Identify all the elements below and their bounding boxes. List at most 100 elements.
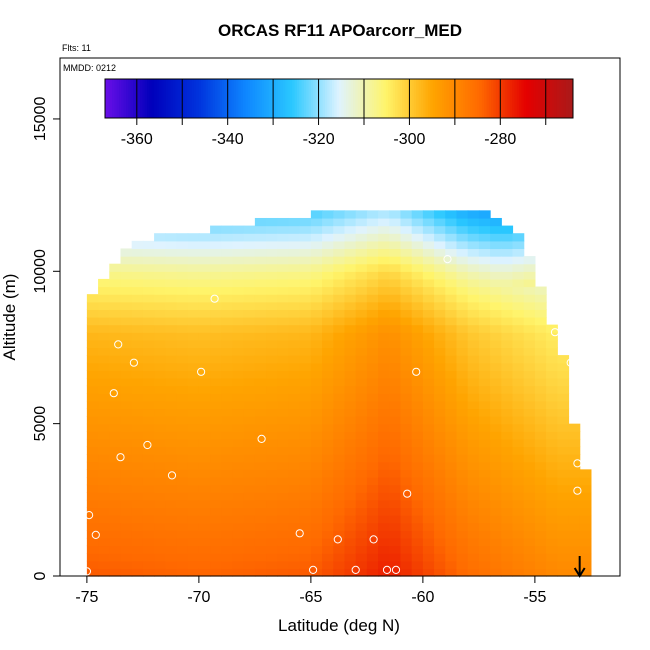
heatmap-cell xyxy=(243,476,256,486)
sample-point xyxy=(499,209,508,218)
heatmap-cell xyxy=(198,454,211,463)
colorbar-segment xyxy=(432,79,436,118)
heatmap-cell xyxy=(221,492,234,501)
heatmap-cell xyxy=(333,408,346,417)
heatmap-cell xyxy=(288,309,301,318)
heatmap-cell xyxy=(210,370,222,379)
heatmap-cell xyxy=(344,217,357,227)
heatmap-cell xyxy=(142,446,155,455)
heatmap-cell xyxy=(389,256,402,265)
heatmap-cell xyxy=(523,263,536,272)
heatmap-cell xyxy=(310,286,323,295)
heatmap-cell xyxy=(389,370,402,379)
colorbar-segment xyxy=(121,79,125,118)
heatmap-cell xyxy=(232,339,245,349)
heatmap-cell xyxy=(389,217,402,227)
heatmap-cell xyxy=(512,286,525,295)
heatmap-cell xyxy=(355,286,368,295)
colorbar-segment xyxy=(374,79,377,118)
heatmap-cell xyxy=(557,476,570,486)
heatmap-cell xyxy=(389,454,402,463)
heatmap-cell xyxy=(434,446,446,455)
heatmap-cell xyxy=(434,507,446,516)
colorbar-segment xyxy=(502,79,506,118)
heatmap-cell xyxy=(389,416,402,425)
heatmap-cell xyxy=(501,339,514,349)
heatmap-cell xyxy=(266,476,278,486)
colorbar-segment xyxy=(245,79,249,118)
heatmap-cell xyxy=(210,568,222,577)
heatmap-cell xyxy=(232,271,245,280)
y-tick-label: 10000 xyxy=(32,249,49,294)
y-axis-label: Altitude (m) xyxy=(0,274,19,361)
heatmap-cell xyxy=(344,484,357,493)
heatmap-cell xyxy=(411,347,424,356)
heatmap-cell xyxy=(445,507,458,516)
sample-point xyxy=(333,535,342,544)
heatmap-cell xyxy=(277,385,290,394)
heatmap-cell xyxy=(478,385,491,394)
heatmap-cell xyxy=(456,240,469,250)
heatmap-cell xyxy=(322,416,334,425)
heatmap-cell xyxy=(277,301,290,310)
heatmap-cell xyxy=(299,484,312,493)
heatmap-cell xyxy=(389,522,402,531)
heatmap-cell xyxy=(187,423,200,432)
heatmap-cell xyxy=(456,301,469,310)
heatmap-cell xyxy=(154,515,166,524)
colorbar-segment xyxy=(446,79,450,118)
heatmap-cell xyxy=(299,301,312,310)
heatmap-cell xyxy=(277,377,290,387)
heatmap-cell xyxy=(490,225,502,234)
heatmap-cell xyxy=(277,537,290,547)
heatmap-cell xyxy=(378,446,390,455)
heatmap-cell xyxy=(142,278,155,288)
heatmap-cell xyxy=(366,210,379,219)
heatmap-cell xyxy=(154,484,166,493)
heatmap-cell xyxy=(333,484,346,493)
heatmap-cell xyxy=(434,499,446,509)
heatmap-cell xyxy=(333,294,346,303)
heatmap-cell xyxy=(86,355,99,364)
heatmap-cell xyxy=(86,370,99,379)
heatmap-cell xyxy=(467,522,480,531)
heatmap-cell xyxy=(411,469,424,478)
heatmap-cell xyxy=(120,438,133,448)
colorbar-segment xyxy=(413,79,417,118)
heatmap-cell xyxy=(198,507,211,516)
heatmap-cell xyxy=(534,347,547,356)
heatmap-cell xyxy=(254,355,267,364)
heatmap-cell xyxy=(165,423,178,432)
heatmap-cell xyxy=(568,476,581,486)
colorbar-tick-label: -280 xyxy=(484,131,516,148)
heatmap-cell xyxy=(434,271,446,280)
heatmap-cell xyxy=(187,446,200,455)
colorbar-segment xyxy=(507,79,511,118)
heatmap-cell xyxy=(187,408,200,417)
heatmap-cell xyxy=(411,301,424,310)
heatmap-cell xyxy=(210,560,222,569)
plot-frame xyxy=(59,57,621,577)
heatmap-cell xyxy=(322,309,334,318)
heatmap-cell xyxy=(478,553,491,562)
heatmap-cell xyxy=(86,393,99,402)
heatmap-cell xyxy=(546,492,558,501)
heatmap-cell xyxy=(490,309,502,318)
heatmap-cell xyxy=(86,499,99,509)
heatmap-cell xyxy=(434,393,446,402)
heatmap-cell xyxy=(288,553,301,562)
heatmap-cell xyxy=(456,362,469,371)
heatmap-cell xyxy=(165,347,178,356)
colorbar-segment xyxy=(331,79,335,118)
heatmap-cell xyxy=(400,515,413,524)
heatmap-cell xyxy=(322,332,334,341)
heatmap-cell xyxy=(176,271,189,280)
heatmap-cell xyxy=(299,537,312,547)
colorbar-segment xyxy=(458,79,462,118)
colorbar-segment xyxy=(140,79,143,118)
heatmap-cell xyxy=(165,233,178,242)
heatmap-cell xyxy=(546,347,558,356)
heatmap-cell xyxy=(165,301,178,310)
heatmap-cell xyxy=(344,339,357,349)
heatmap-cell xyxy=(400,476,413,486)
